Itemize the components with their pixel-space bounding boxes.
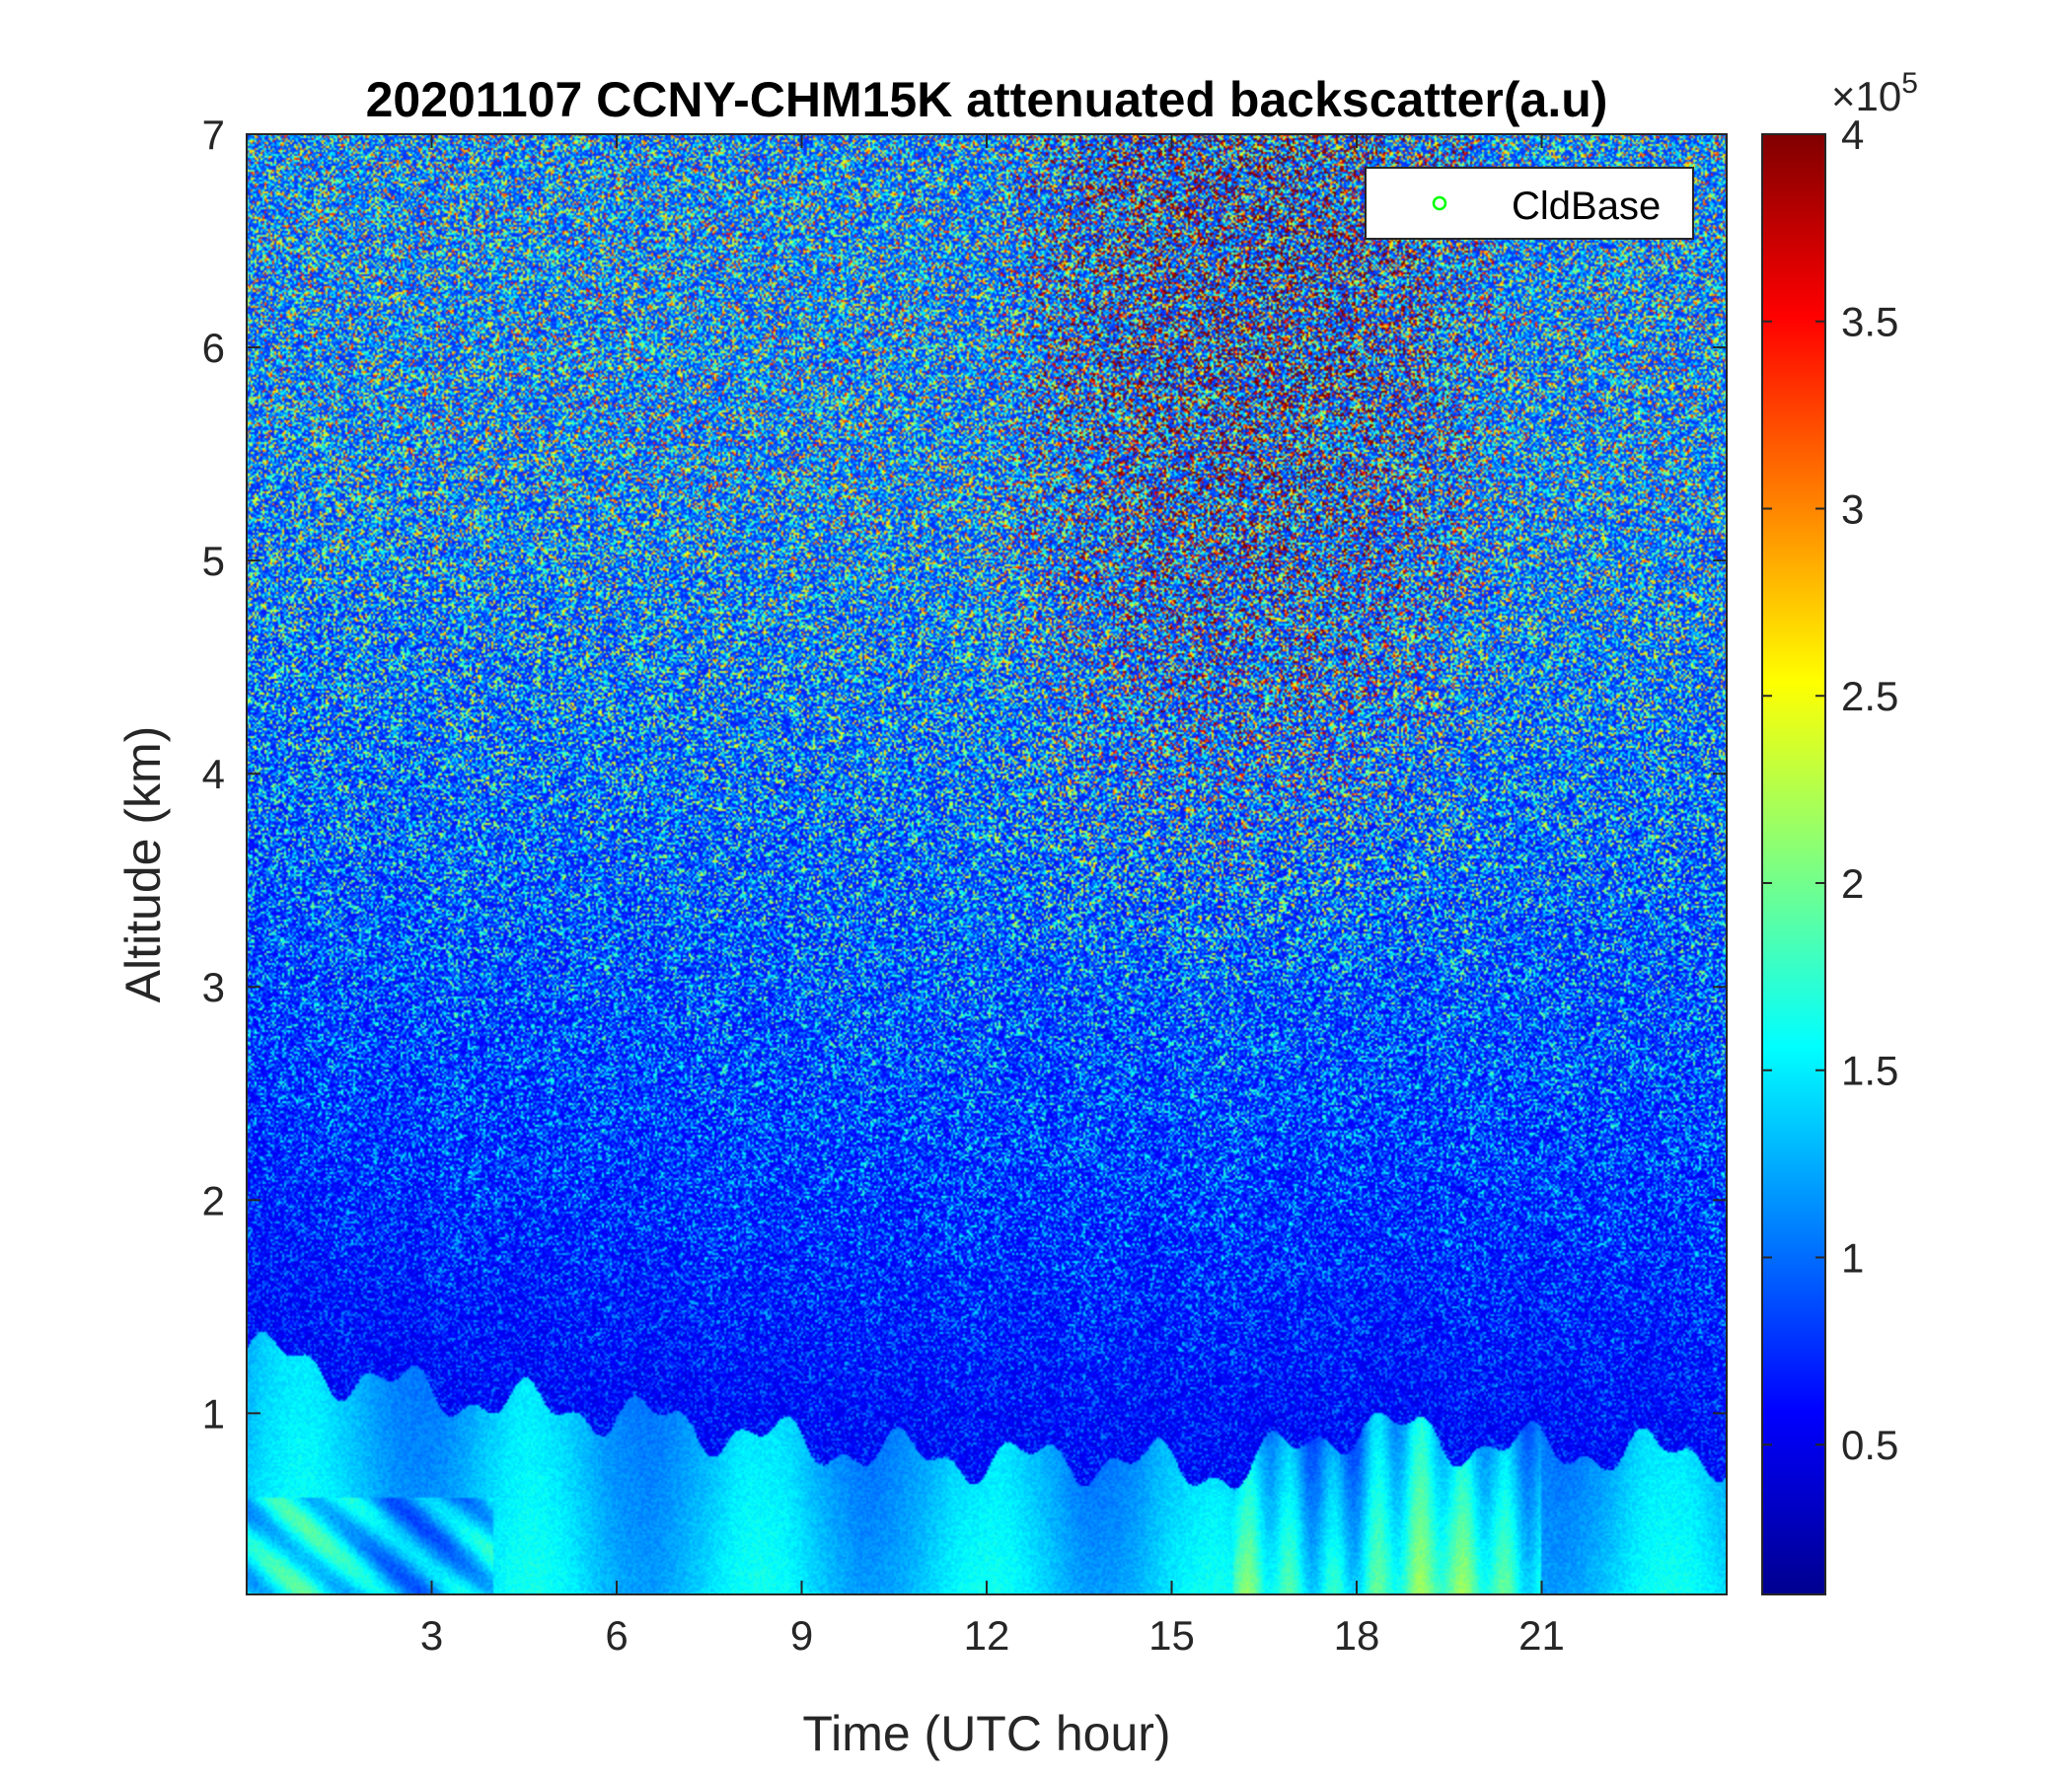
- colorbar-tick-label: 2.5: [1841, 673, 1898, 719]
- y-tick-label: 1: [202, 1390, 225, 1437]
- colorbar-tick-label: 3.5: [1841, 299, 1898, 345]
- y-tick-label: 6: [202, 325, 225, 371]
- y-axis-label: Altitude (km): [115, 726, 171, 1003]
- x-axis-label: Time (UTC hour): [802, 1706, 1170, 1761]
- chart-title: 20201107 CCNY-CHM15K attenuated backscat…: [366, 72, 1608, 127]
- colorbar: 0.5 1 1.5 2 2.5 3 3.5 4 ×105: [1761, 67, 1918, 1595]
- y-tick-label: 5: [202, 538, 225, 584]
- x-axis: 3 6 9 12 15 18 21: [420, 134, 1565, 1659]
- y-tick-label: 2: [202, 1177, 225, 1223]
- backscatter-heatmap: [247, 134, 1727, 1594]
- colorbar-exponent: ×105: [1831, 67, 1918, 119]
- x-tick-label: 3: [420, 1612, 443, 1659]
- y-tick-label: 3: [202, 964, 225, 1010]
- cldbase-marker: [1432, 195, 1447, 211]
- colorbar-frame: [1761, 133, 1826, 1595]
- legend: CldBase: [1365, 167, 1694, 240]
- colorbar-tick-label: 1: [1841, 1234, 1864, 1281]
- colorbar-tick-label: 3: [1841, 485, 1864, 532]
- colorbar-tick-label: 4: [1841, 111, 1864, 158]
- y-axis: 1 2 3 4 5 6 7: [202, 111, 1727, 1437]
- colorbar-ticks: 0.5 1 1.5 2 2.5 3 3.5 4: [1762, 111, 1898, 1468]
- x-tick-label: 21: [1518, 1612, 1565, 1659]
- y-tick-label: 7: [202, 111, 225, 158]
- legend-entry-cldbase: CldBase: [1512, 185, 1661, 228]
- x-tick-label: 6: [605, 1612, 628, 1659]
- x-tick-label: 15: [1148, 1612, 1195, 1659]
- plot-area: [246, 133, 1728, 1595]
- colorbar-tick-label: 0.5: [1841, 1422, 1898, 1468]
- legend-box: [1365, 167, 1694, 240]
- colorbar-tick-label: 2: [1841, 860, 1864, 907]
- x-tick-label: 9: [790, 1612, 813, 1659]
- colorbar-gradient: [1762, 134, 1825, 1594]
- y-tick-label: 4: [202, 751, 225, 797]
- x-tick-label: 12: [964, 1612, 1010, 1659]
- x-tick-label: 18: [1334, 1612, 1380, 1659]
- colorbar-tick-label: 1.5: [1841, 1048, 1898, 1094]
